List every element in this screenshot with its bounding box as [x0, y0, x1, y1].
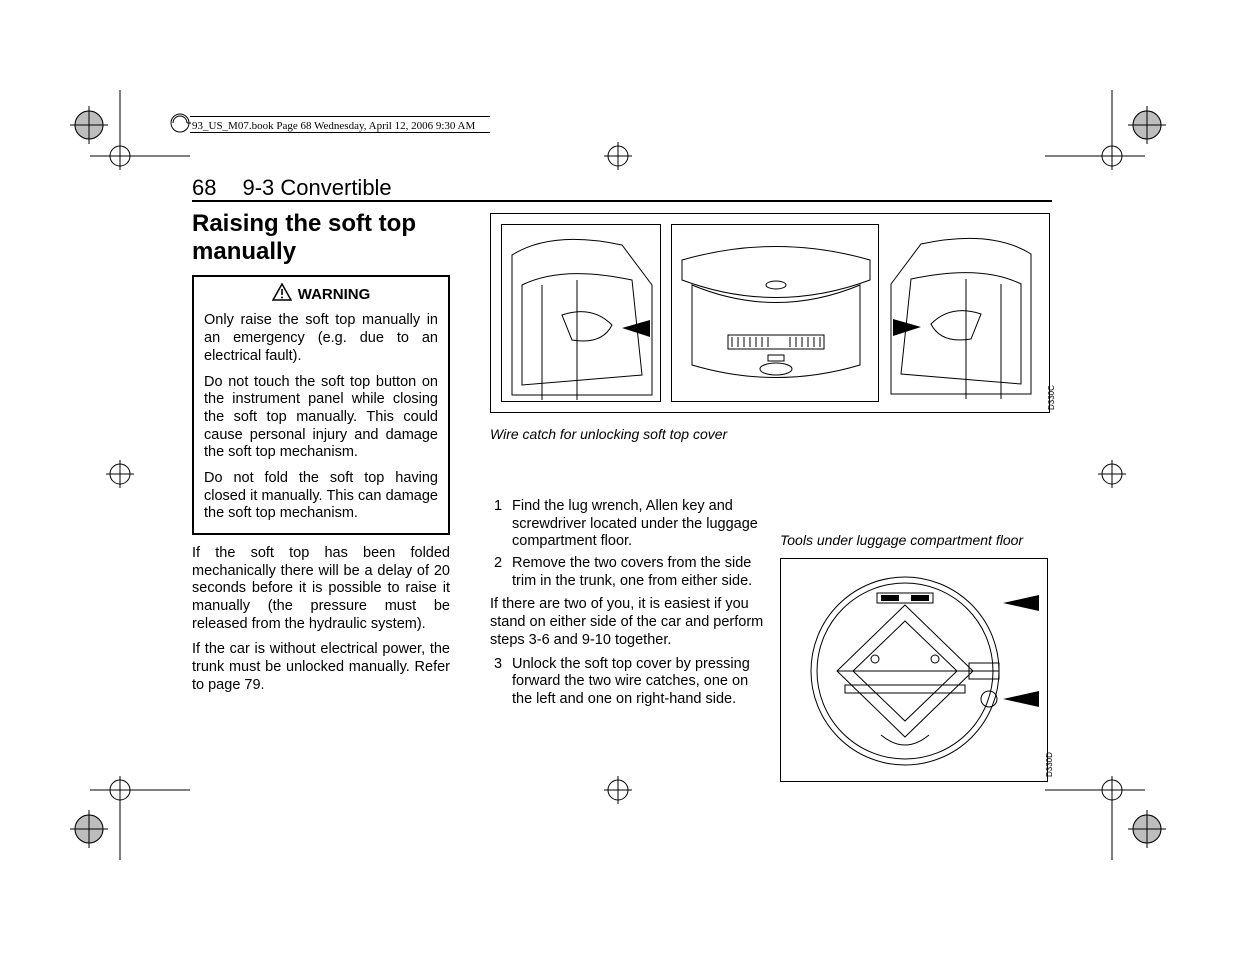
step-3-text: Unlock the soft top cover by pressing fo…: [512, 656, 750, 707]
figure1-id-code: D330C: [1047, 385, 1056, 410]
warning-label: WARNING: [298, 286, 371, 304]
reg-mark-bottom-center: [604, 776, 642, 814]
steps-3: 3Unlock the soft top cover by pressing f…: [490, 656, 770, 709]
figure-wire-catch: D330C: [490, 213, 1050, 413]
binding-spiral-icon: [169, 112, 191, 139]
reg-mark-mid-right: [1098, 460, 1136, 498]
figure1-panel-c: [886, 224, 1041, 402]
reg-mark-mid-left: [106, 460, 144, 498]
chapter-title: 9-3 Convertible: [242, 175, 391, 201]
reg-mark-top-left-outer: [70, 106, 108, 144]
chapter-rule: [192, 200, 1052, 202]
reg-mark-bottom-left-outer: [70, 810, 108, 848]
steps-1-2: 1Find the lug wrench, Allen key and scre…: [490, 498, 770, 590]
column-1: Raising the soft top manually WARNING On…: [192, 210, 450, 703]
warning-title: WARNING: [204, 277, 438, 312]
figure1-panel-b: [671, 224, 879, 402]
reg-mark-bottom-right-inner: [1098, 776, 1136, 814]
reg-mark-top-right-outer: [1128, 106, 1166, 144]
step-1-text: Find the lug wrench, Allen key and screw…: [512, 498, 758, 549]
step-3: 3Unlock the soft top cover by pressing f…: [490, 656, 770, 709]
header-rule-bottom: [190, 132, 490, 133]
step-1: 1Find the lug wrench, Allen key and scre…: [490, 498, 770, 551]
manual-page: 93_US_M07.book Page 68 Wednesday, April …: [0, 0, 1235, 954]
warning-para-1: Only raise the soft top manually in an e…: [204, 312, 438, 365]
running-header: 93_US_M07.book Page 68 Wednesday, April …: [192, 120, 475, 132]
column-2: 1Find the lug wrench, Allen key and scre…: [490, 498, 770, 713]
warning-box: WARNING Only raise the soft top manually…: [192, 275, 450, 535]
header-rule-top: [190, 116, 490, 117]
reg-mark-top-right-inner: [1098, 142, 1136, 180]
section-heading: Raising the soft top manually: [192, 210, 450, 265]
figure-tools: D330D: [780, 558, 1048, 782]
figure1-panel-a: [501, 224, 661, 402]
reg-mark-bottom-left-inner: [106, 776, 144, 814]
reg-mark-bottom-right-outer: [1128, 810, 1166, 848]
intro-para-2: If the car is without electrical power, …: [192, 641, 450, 694]
warning-triangle-icon: [272, 283, 292, 306]
step-2: 2Remove the two covers from the side tri…: [490, 555, 770, 590]
reg-mark-top-center: [604, 142, 642, 180]
warning-para-2: Do not touch the soft top button on the …: [204, 374, 438, 462]
mid-paragraph: If there are two of you, it is easiest i…: [490, 596, 770, 649]
figure1-caption: Wire catch for unlocking soft top cover: [490, 426, 727, 442]
page-header: 68 9-3 Convertible: [192, 175, 392, 201]
page-number: 68: [192, 175, 216, 201]
intro-para-1: If the soft top has been folded mechanic…: [192, 545, 450, 633]
figure2-id-code: D330D: [1045, 752, 1054, 777]
figure2-caption: Tools under luggage compartment floor: [780, 532, 1023, 548]
reg-mark-top-left-inner: [106, 142, 144, 180]
warning-para-3: Do not fold the soft top having closed i…: [204, 470, 438, 523]
step-2-text: Remove the two covers from the side trim…: [512, 555, 752, 589]
